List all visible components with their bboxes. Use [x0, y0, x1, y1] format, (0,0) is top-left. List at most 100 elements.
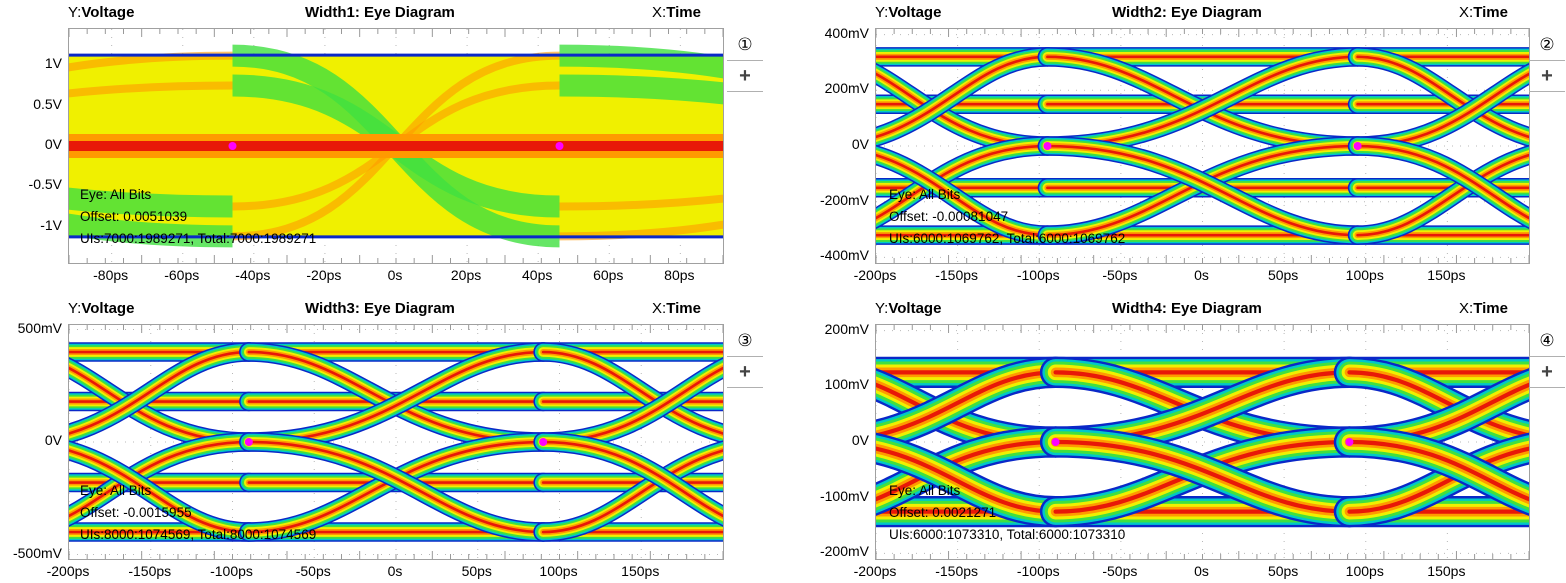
x-tick-label: 40ps: [521, 267, 553, 283]
eye-transition-trace: [1039, 426, 1366, 528]
x-tick-label: 150ps: [1427, 267, 1466, 283]
x-axis-prefix: X:: [1459, 300, 1474, 317]
band-layer: [541, 449, 723, 534]
eye-transition-trace: [876, 47, 1058, 148]
x-tick-label: -60ps: [164, 267, 200, 283]
x-axis-label: X:Time: [1459, 4, 1508, 24]
chart-title-text: Width3: Eye Diagram: [305, 300, 455, 317]
channel-badge-button[interactable]: ①: [727, 30, 763, 61]
eye-transition-trace: [876, 432, 1072, 528]
crossing-marker: [539, 438, 548, 446]
chart-title: Width2: Eye Diagram: [1112, 4, 1262, 24]
x-axis-prefix: X:: [652, 300, 667, 317]
x-tick-label: -150ps: [935, 267, 979, 283]
x-axis-title: Time: [666, 4, 701, 21]
band-layer: [1046, 144, 1359, 237]
eye-info: Eye: All Bits Offset: 0.0051039 UIs:7000…: [80, 184, 316, 250]
eye-diagram-panel-3: Y:Voltage Width3: Eye Diagram X:Time 500…: [0, 295, 783, 583]
band-layer: [69, 440, 251, 518]
y-tick-label: 0V: [44, 136, 62, 152]
x-tick-label: -200ps: [853, 267, 897, 283]
y-tick-label: 0V: [851, 136, 869, 152]
add-button[interactable]: +: [727, 61, 763, 92]
eye-info: Eye: All Bits Offset: -0.0015955 UIs:800…: [80, 480, 316, 546]
band-layer: [1046, 144, 1359, 237]
x-tick-label: 100ps: [1345, 563, 1384, 579]
y-tick-label: -400mV: [819, 247, 869, 264]
chart-title-text: Width2: Eye Diagram: [1112, 4, 1262, 21]
crossing-marker: [1345, 438, 1354, 446]
x-tick-label: 20ps: [450, 267, 482, 283]
x-tick-label: 0s: [387, 267, 403, 283]
y-axis-title: Voltage: [888, 300, 942, 317]
y-tick-label: 400mV: [824, 24, 869, 41]
y-axis-title: Voltage: [888, 4, 942, 21]
y-tick-label: -200mV: [819, 191, 869, 208]
plot-area[interactable]: [68, 28, 724, 264]
center-band: [69, 141, 723, 151]
offset-label: Offset: -0.00081047: [889, 209, 1009, 224]
x-tick-label: 100ps: [539, 563, 578, 579]
add-button[interactable]: +: [1529, 357, 1565, 388]
y-axis-label: Y:Voltage: [875, 300, 941, 320]
add-button[interactable]: +: [1529, 61, 1565, 92]
x-tick-label: 150ps: [1427, 563, 1466, 579]
x-tick-label: 100ps: [1345, 267, 1384, 283]
crossing-marker: [1051, 438, 1060, 446]
x-tick-label: 50ps: [1267, 563, 1299, 579]
side-controls: ① +: [727, 30, 763, 92]
x-tick-label: -100ps: [210, 563, 253, 579]
x-axis-label: X:Time: [1459, 300, 1508, 320]
band-layer: [876, 55, 1049, 139]
band-layer: [69, 350, 251, 435]
uis-label: UIs:7000:1989271, Total:7000:1989271: [80, 231, 317, 246]
eye-transition-trace: [69, 342, 259, 444]
eye-trace: [559, 74, 723, 105]
x-tick-label: 80ps: [664, 267, 695, 283]
channel-badge-button[interactable]: ④: [1529, 326, 1565, 357]
y-tick-label: 0.5V: [33, 95, 62, 112]
band-layer: [876, 446, 1058, 514]
y-tick-label: -100mV: [819, 487, 869, 504]
crossing-marker: [1353, 142, 1362, 150]
x-tick-label: -80ps: [93, 267, 129, 283]
add-button[interactable]: +: [727, 357, 763, 388]
eye-trace: [69, 187, 233, 218]
band-layer: [876, 370, 1058, 438]
band-layer: [541, 350, 723, 435]
x-tick-label: 0s: [387, 563, 403, 579]
x-tick-label: 50ps: [1267, 267, 1299, 283]
y-axis-label: Y:Voltage: [68, 300, 134, 320]
band-layer: [247, 440, 545, 534]
eye-label: Eye: All Bits: [80, 483, 152, 498]
band-layer: [876, 153, 1049, 237]
eye-transition-trace: [69, 440, 259, 542]
x-tick-label: 0s: [1194, 267, 1209, 283]
x-axis-label: X:Time: [652, 4, 701, 24]
eye-transition-trace: [239, 432, 553, 542]
band-layer: [1356, 55, 1529, 139]
eye-trace: [69, 213, 233, 248]
y-axis-prefix: Y:: [875, 4, 889, 21]
eye-info: Eye: All Bits Offset: -0.00081047 UIs:60…: [889, 184, 1125, 250]
offset-label: Offset: 0.0051039: [80, 209, 188, 224]
plot-area[interactable]: [875, 324, 1530, 560]
y-tick-label: -0.5V: [28, 176, 62, 193]
band-layer: [1356, 144, 1529, 220]
eye-transition-trace: [1347, 144, 1529, 245]
eye-trace: [69, 81, 233, 98]
eye-transition-trace: [533, 342, 723, 444]
channel-badge-button[interactable]: ②: [1529, 30, 1565, 61]
eye-label: Eye: All Bits: [889, 187, 961, 202]
crossing-marker: [555, 142, 564, 150]
x-tick-label: 0s: [1194, 563, 1209, 579]
channel-badge-button[interactable]: ③: [727, 326, 763, 357]
eye-transition-trace: [69, 432, 259, 527]
eye-transition-trace: [239, 432, 553, 542]
y-axis-prefix: Y:: [68, 300, 82, 317]
band-layer: [541, 440, 723, 518]
x-tick-label: 150ps: [621, 563, 660, 579]
y-tick-label: -500mV: [12, 544, 62, 561]
plot-area[interactable]: [875, 28, 1530, 264]
plot-area[interactable]: [68, 324, 724, 560]
